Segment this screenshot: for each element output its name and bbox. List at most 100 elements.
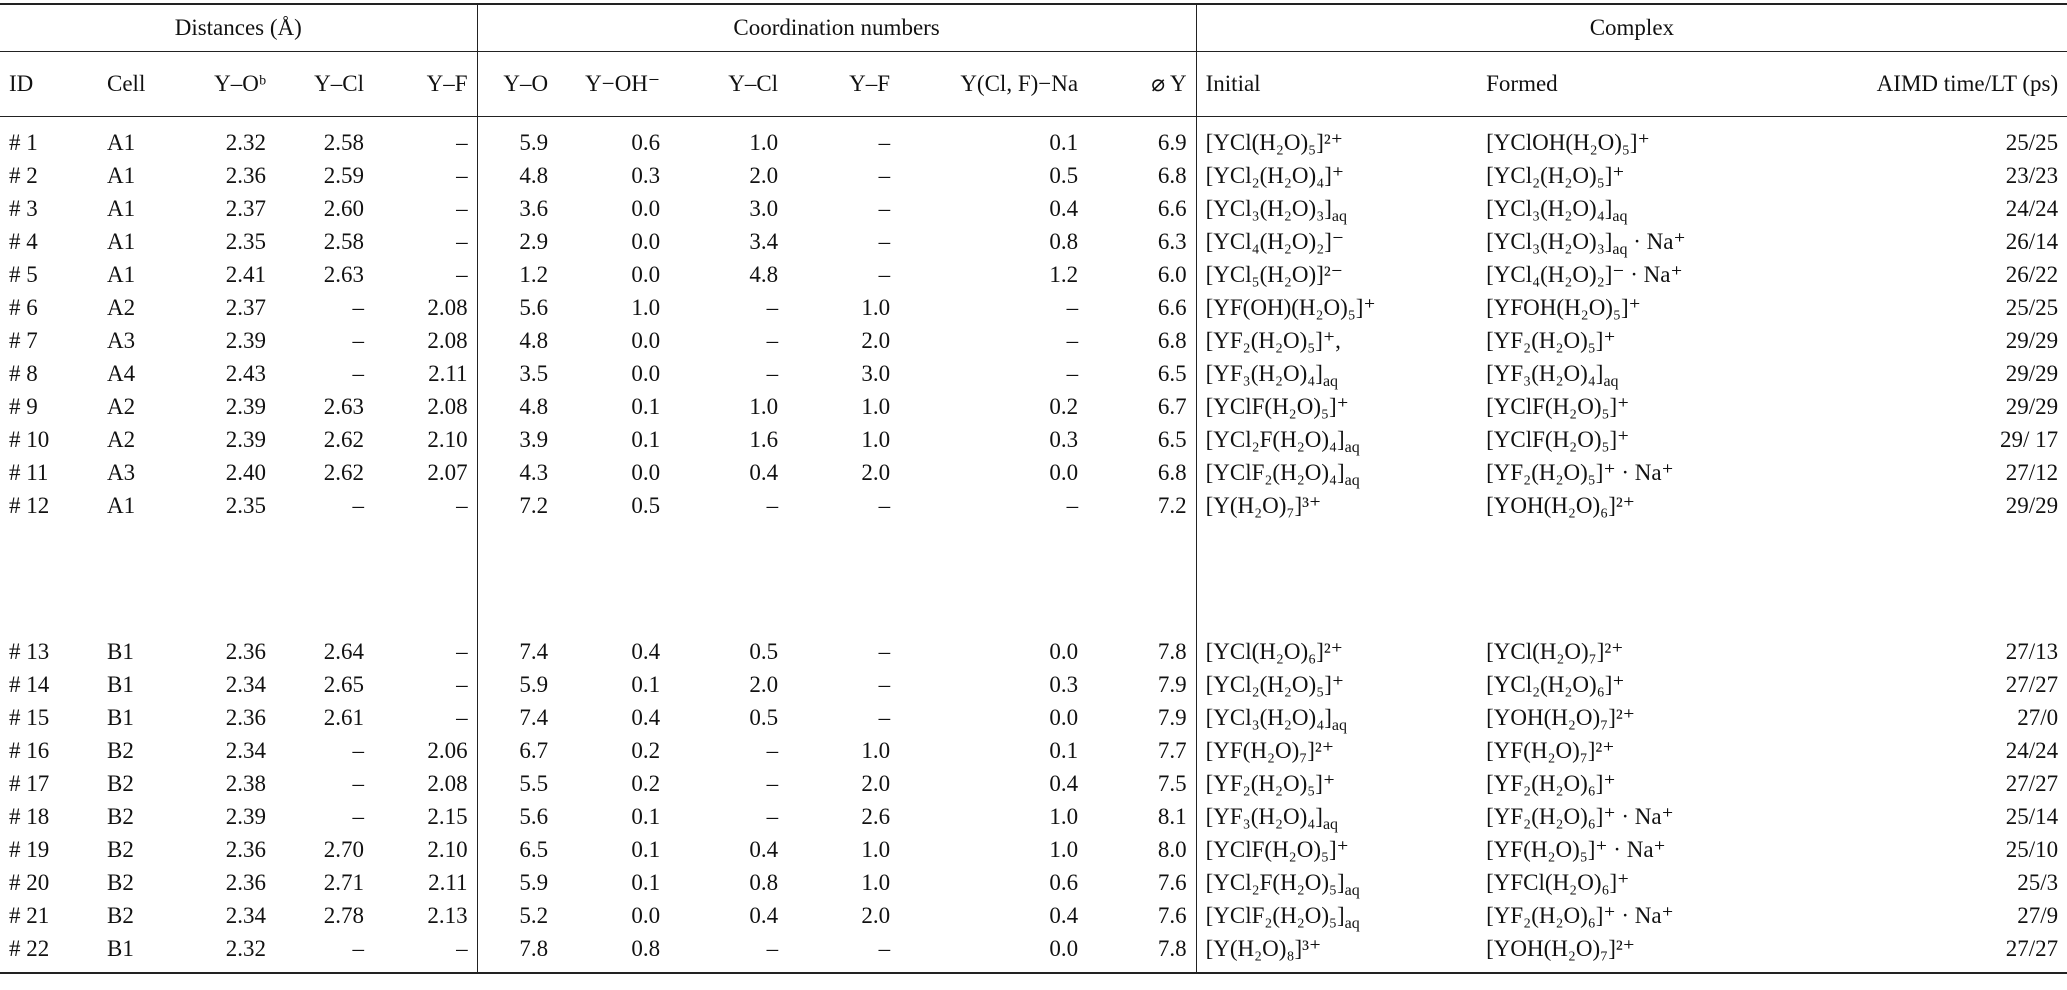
table-cell: – <box>352 360 365 386</box>
table-cell: 2.63 <box>323 261 364 287</box>
table-cell: – <box>373 192 478 225</box>
spacer-cell <box>1838 117 2067 127</box>
table-cell: 2.08 <box>373 767 478 800</box>
spacer-cell <box>98 117 183 127</box>
table-cell: 0.0 <box>631 360 661 386</box>
table-cell: 2.62 <box>323 459 364 485</box>
table-cell: # 1 <box>9 129 38 155</box>
table-cell: 2.13 <box>373 899 478 932</box>
table-cell: 27/27 <box>2005 671 2059 697</box>
table-cell: B2 <box>107 836 134 862</box>
table-cell: [YF₃(H₂O)₄]aq <box>1205 360 1339 390</box>
table-cell: 29/29 <box>2005 393 2059 419</box>
table-cell: [YCl₃(H₂O)₃]aq · Na⁺ <box>1486 228 1686 258</box>
table-cell: 1.2 <box>1049 261 1079 287</box>
table-cell: 0.2 <box>631 770 661 796</box>
table-cell: – <box>352 327 365 353</box>
column-header: ⌀ Y <box>1087 51 1197 117</box>
table-cell: # 18 <box>9 803 50 829</box>
table-cell: 25/25 <box>2005 129 2059 155</box>
table-cell: [YOH(H₂O)₇]²⁺ <box>1486 704 1635 730</box>
table-cell: 2.39 <box>225 327 266 353</box>
table-cell: 6.3 <box>1087 225 1197 258</box>
table-cell: 29/29 <box>2005 492 2059 518</box>
table-cell: A1 <box>107 195 136 221</box>
table-cell: 1.0 <box>749 393 779 419</box>
table-cell: 7.9 <box>1087 701 1197 734</box>
table-cell: – <box>373 225 478 258</box>
spacer-cell <box>1838 522 2067 635</box>
column-header: AIMD time/LT (ps) <box>1838 51 2067 117</box>
table-cell: 0.4 <box>631 638 661 664</box>
table-cell: 2.36 <box>225 162 266 188</box>
spacer-cell <box>477 117 557 127</box>
table-cell: 2.0 <box>749 671 779 697</box>
table-cell: 0.8 <box>749 869 779 895</box>
table-cell: 1.0 <box>1049 803 1079 829</box>
table-cell: 2.34 <box>225 902 266 928</box>
table-cell: 2.37 <box>225 294 266 320</box>
table-cell: – <box>373 126 478 159</box>
spacer-cell <box>1196 522 1477 635</box>
table-cell: – <box>352 803 365 829</box>
table-cell: 2.39 <box>225 426 266 452</box>
table-cell: B1 <box>107 638 134 664</box>
table-cell: [YF(OH)(H₂O)₅]⁺ <box>1205 294 1376 320</box>
table-cell: – <box>352 294 365 320</box>
table-cell: – <box>766 770 779 796</box>
table-cell: 2.08 <box>373 324 478 357</box>
spacer-cell <box>787 117 899 127</box>
table-cell: 5.9 <box>519 869 549 895</box>
table-cell: [Y(H₂O)₇]³⁺ <box>1205 492 1322 518</box>
spacer-cell <box>669 965 788 974</box>
table-cell: 1.0 <box>861 836 891 862</box>
table-cell: – <box>766 737 779 763</box>
table-cell: 2.11 <box>373 357 478 390</box>
table-cell: 0.5 <box>631 492 661 518</box>
table-cell: 3.5 <box>519 360 549 386</box>
table-cell: [YCl₂(H₂O)₅]⁺ <box>1486 162 1625 188</box>
spacer-cell <box>1838 965 2067 974</box>
table-row: # 1 A1 2.32 2.58–5.9 0.6 1.0–0.1 6.9 [YCl(H₂O)₅… <box>0 126 2067 159</box>
table-cell: 6.6 <box>1087 291 1197 324</box>
table-cell: [YF₂(H₂O)₆]⁺ · Na⁺ <box>1486 803 1674 829</box>
spacer-cell <box>275 522 373 635</box>
table-cell: – <box>766 492 779 518</box>
table-cell: 27/12 <box>2005 459 2059 485</box>
table-cell: – <box>878 162 891 188</box>
table-cell: – <box>352 737 365 763</box>
table-cell: 7.8 <box>1087 932 1197 965</box>
table-cell: # 20 <box>9 869 50 895</box>
table-cell: – <box>373 635 478 668</box>
table-cell: A3 <box>107 327 136 353</box>
table-cell: – <box>766 935 779 961</box>
table-cell: 2.08 <box>373 390 478 423</box>
spacer-cell <box>899 117 1087 127</box>
table-cell: 2.6 <box>861 803 891 829</box>
table-cell: – <box>373 258 478 291</box>
table-cell: 2.40 <box>225 459 266 485</box>
table-cell: A1 <box>107 261 136 287</box>
table-cell: [YF₃(H₂O)₄]aq <box>1205 803 1339 833</box>
table-cell: # 11 <box>9 459 49 485</box>
column-header: Y(Cl, F)−Na <box>899 51 1088 117</box>
table-cell: – <box>1066 294 1079 320</box>
table-cell: 6.7 <box>1087 390 1197 423</box>
table-cell: 4.8 <box>519 393 549 419</box>
table-cell: 0.6 <box>1049 869 1079 895</box>
table-cell: # 17 <box>9 770 50 796</box>
table-cell: – <box>373 932 478 965</box>
table-cell: 1.0 <box>861 294 891 320</box>
table-cell: 1.0 <box>631 294 661 320</box>
table-cell: 24/24 <box>2005 737 2059 763</box>
spacer-cell <box>899 965 1088 974</box>
spacer-cell <box>557 117 669 127</box>
table-cell: – <box>878 492 891 518</box>
table-cell: [YF₂(H₂O)₅]⁺ <box>1205 770 1336 796</box>
spacer-cell <box>557 965 670 974</box>
column-header: Y–Cl <box>669 51 788 117</box>
table-cell: 0.4 <box>1049 195 1079 221</box>
spacer-cell <box>373 965 478 974</box>
table-cell: [YF₂(H₂O)₆]⁺ <box>1486 770 1616 796</box>
table-cell: [YF₃(H₂O)₄]aq <box>1486 360 1619 390</box>
